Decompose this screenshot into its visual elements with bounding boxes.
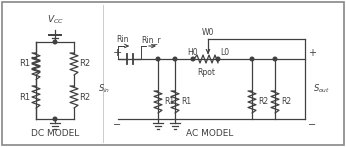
Text: R2: R2: [258, 97, 268, 106]
Text: R1: R1: [19, 92, 30, 101]
Text: DC MODEL: DC MODEL: [31, 129, 79, 138]
Text: R1: R1: [19, 60, 30, 69]
FancyBboxPatch shape: [2, 2, 344, 145]
Text: −: −: [113, 120, 121, 130]
Text: AC MODEL: AC MODEL: [186, 129, 234, 138]
Text: R1: R1: [164, 97, 174, 106]
Text: +: +: [308, 48, 316, 58]
Circle shape: [250, 57, 254, 61]
Circle shape: [53, 40, 57, 44]
Text: −: −: [308, 120, 316, 130]
Circle shape: [156, 57, 160, 61]
Text: L0: L0: [220, 48, 229, 57]
Text: Rpot: Rpot: [197, 68, 215, 77]
Circle shape: [216, 57, 220, 61]
Text: R2: R2: [281, 97, 291, 106]
Text: $V_{CC}$: $V_{CC}$: [46, 14, 64, 26]
Text: $S_{out}$: $S_{out}$: [313, 83, 330, 95]
Circle shape: [191, 57, 195, 61]
Text: +: +: [112, 48, 122, 58]
Circle shape: [273, 57, 277, 61]
Text: Rin: Rin: [116, 35, 128, 44]
Circle shape: [53, 117, 57, 121]
Text: $S_{in}$: $S_{in}$: [98, 83, 110, 95]
Text: R2: R2: [80, 60, 91, 69]
Circle shape: [173, 57, 177, 61]
Text: W0: W0: [202, 28, 214, 37]
Text: R1: R1: [181, 97, 191, 106]
Text: Rin_r: Rin_r: [141, 35, 161, 44]
Text: R2: R2: [80, 92, 91, 101]
Text: H0: H0: [188, 48, 198, 57]
